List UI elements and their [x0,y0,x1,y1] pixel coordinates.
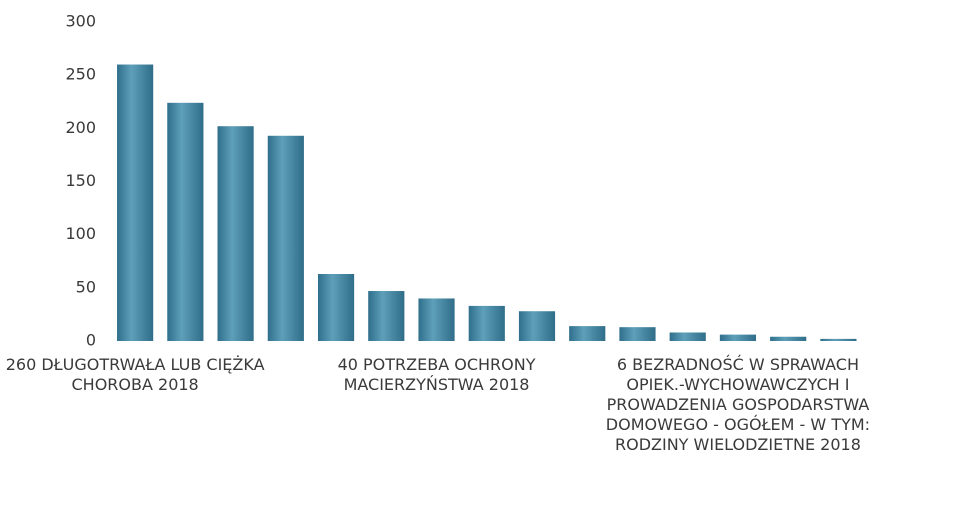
label-line: CHOROBA 2018 [72,375,199,394]
y-tick-label: 0 [86,331,96,350]
y-tick-label: 200 [65,118,96,137]
x-tick-label: 6 BEZRADNOŚĆ W SPRAWACH OPIEK.-WYCHOWAWCZ… [606,355,870,454]
bar [317,274,355,341]
bar [569,326,606,341]
label-line: 40 POTRZEBA OCHRONY [338,355,536,374]
label-line: 6 BEZRADNOŚĆ W SPRAWACH [617,355,859,374]
y-tick-label: 300 [65,12,96,31]
y-tick-label: 150 [65,171,96,190]
bar [418,298,455,341]
bar [167,102,204,342]
bar [267,135,304,341]
label-line: 260 DŁUGOTRWAŁA LUB CIĘŻKA [6,355,265,374]
bar [468,305,505,341]
bar [820,338,857,341]
y-tick-label: 100 [65,224,96,243]
label-line: PROWADZENIA GOSPODARSTWA [607,395,870,414]
y-tick-label: 50 [76,277,96,296]
y-tick-label: 250 [65,65,96,84]
bar [518,311,556,341]
bar [669,332,706,341]
label-line: MACIERZYŃSTWA 2018 [344,375,530,394]
label-line: OPIEK.-WYCHOWAWCZYCH I [626,375,849,394]
bar [368,291,405,341]
x-tick-label: 260 DŁUGOTRWAŁA LUB CIĘŻKA CHOROBA 2018 [6,355,265,394]
label-line: RODZINY WIELODZIETNE 2018 [615,435,861,454]
bar [217,126,254,341]
bar [719,334,757,341]
x-tick-label: 40 POTRZEBA OCHRONY MACIERZYŃSTWA 2018 [338,355,536,394]
label-line: DOMOWEGO - OGÓŁEM - W TYM: [606,415,870,434]
bar [770,336,807,341]
bar [619,327,656,341]
bar [117,64,154,342]
